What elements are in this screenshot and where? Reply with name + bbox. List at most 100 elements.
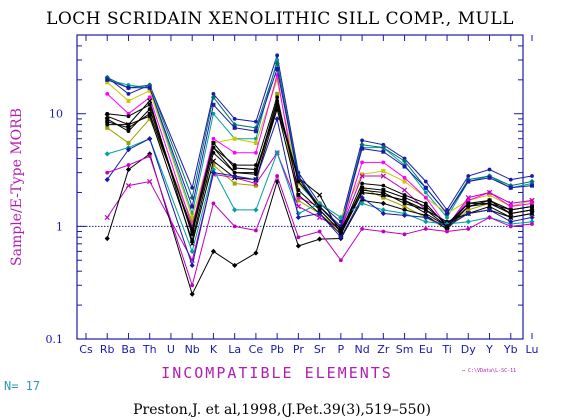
data-point: [338, 226, 343, 231]
data-point: [423, 226, 428, 231]
data-point: [529, 178, 535, 185]
x-axis: Cs Rb Ba Th U Nb K La Ce Pb Pr Sr P Nd Zr Sm Eu Ti Dy Y Yb Lu: [79, 35, 538, 356]
data-point: [445, 211, 450, 216]
data-point: [465, 210, 471, 217]
data-point: [359, 200, 365, 206]
data-point: [316, 214, 323, 221]
data-point: [317, 208, 322, 212]
data-point: [360, 185, 365, 190]
data-point: [105, 77, 110, 82]
data-point: [530, 204, 534, 209]
data-point: [486, 197, 493, 204]
data-point: [210, 158, 217, 164]
data-point: [125, 166, 132, 173]
data-point: [360, 146, 365, 151]
data-point: [147, 136, 153, 142]
data-point: [445, 229, 449, 234]
y-tick-label: 0.1: [46, 333, 64, 346]
x-tick-label: Nb: [185, 343, 200, 356]
x-tick-label: Nd: [354, 343, 369, 356]
data-point: [423, 179, 428, 184]
data-point: [254, 119, 258, 124]
data-point: [466, 174, 471, 178]
data-point: [508, 224, 513, 229]
x-tick-label: U: [167, 343, 175, 356]
data-point: [445, 215, 449, 220]
data-point: [487, 204, 492, 209]
data-point: [211, 140, 216, 145]
data-point: [296, 181, 301, 186]
data-point: [402, 232, 407, 237]
data-point: [296, 179, 301, 184]
y-tick-label: 10: [49, 108, 63, 121]
data-point: [316, 192, 323, 198]
data-point: [275, 174, 280, 178]
data-point: [253, 167, 258, 172]
data-point: [274, 150, 280, 156]
data-point: [189, 248, 195, 254]
data-point: [465, 194, 471, 201]
data-point: [296, 235, 301, 240]
data-point: [381, 195, 386, 200]
data-point: [530, 208, 534, 212]
data-point: [530, 183, 534, 188]
data-point: [402, 175, 407, 180]
series-line: [107, 103, 533, 243]
data-point: [190, 204, 195, 209]
data-point: [423, 204, 428, 209]
data-point: [147, 114, 152, 119]
data-point: [274, 116, 280, 122]
data-point: [423, 208, 428, 212]
data-point: [190, 215, 195, 220]
series-line: [106, 117, 533, 268]
data-point: [232, 181, 237, 186]
data-point: [508, 211, 513, 216]
x-tick-label: Cs: [79, 343, 93, 356]
data-point: [530, 201, 534, 206]
series-line: [106, 99, 533, 234]
data-point: [147, 116, 152, 121]
data-point: [359, 142, 365, 148]
data-point: [465, 219, 471, 225]
data-point: [253, 177, 259, 183]
data-point: [254, 170, 258, 175]
data-point: [380, 145, 386, 151]
data-point: [380, 210, 386, 217]
data-point: [317, 200, 323, 206]
data-point: [105, 80, 110, 85]
data-point: [126, 140, 131, 145]
sample-count-label: N= 17: [4, 379, 40, 393]
data-point: [105, 119, 110, 124]
data-point: [338, 258, 343, 263]
data-point: [487, 192, 492, 197]
data-point: [253, 207, 259, 213]
data-point: [381, 188, 386, 193]
data-point: [232, 207, 238, 213]
data-point: [232, 136, 237, 141]
data-point: [105, 125, 110, 130]
data-point: [381, 160, 386, 165]
data-point: [147, 107, 152, 111]
data-point: [317, 210, 323, 217]
data-point: [253, 140, 258, 145]
data-point: [445, 224, 449, 229]
x-tick-label: Sm: [396, 343, 414, 356]
data-point: [295, 210, 301, 217]
data-point: [508, 219, 514, 225]
data-point: [274, 178, 280, 185]
x-tick-label: K: [210, 343, 218, 356]
data-point: [232, 170, 237, 175]
data-point: [317, 204, 322, 209]
data-point: [126, 85, 131, 90]
data-point: [487, 201, 492, 206]
data-point: [402, 179, 407, 184]
citation: Preston,J. et al,1998,(J.Pet.39(3),519–5…: [133, 402, 431, 418]
data-point: [232, 150, 237, 155]
series-line: [106, 151, 533, 262]
data-point: [360, 172, 365, 177]
chart-title: LOCH SCRIDAIN XENOLITHIC SILL COMP., MUL…: [46, 9, 514, 29]
x-tick-label: Yb: [503, 343, 518, 356]
data-point: [190, 185, 195, 190]
data-point: [401, 207, 408, 213]
data-point: [296, 198, 301, 203]
